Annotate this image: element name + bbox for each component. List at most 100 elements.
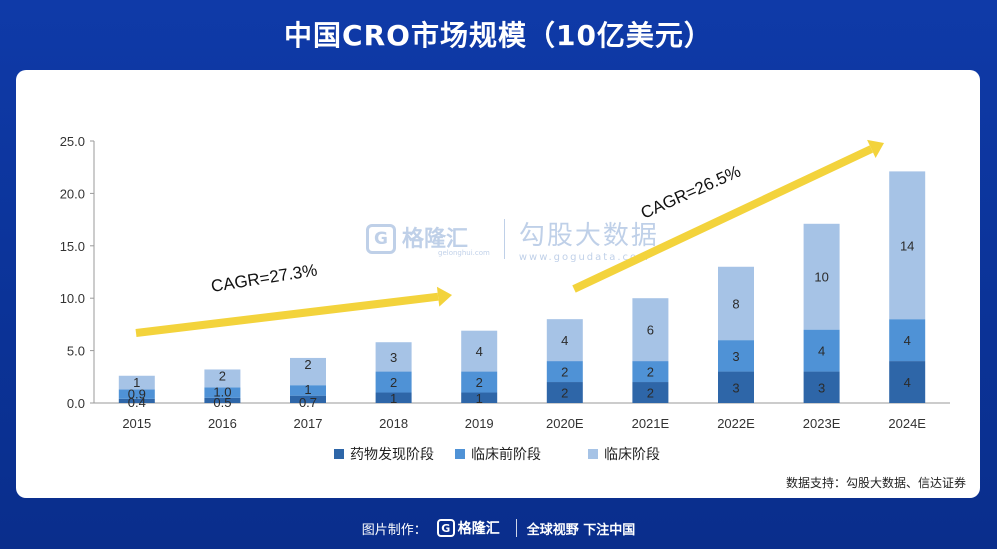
bar-segment: [375, 342, 412, 372]
cagr-arrow-head: [867, 139, 884, 159]
cagr-arrow-shaft: [135, 292, 439, 337]
data-label: 4: [904, 333, 911, 348]
legend-label: 临床前阶段: [471, 446, 541, 463]
data-label: 1: [476, 391, 483, 406]
data-label: 3: [390, 350, 397, 365]
data-label: 6: [647, 323, 654, 338]
bar-segment: [290, 395, 326, 403]
bar-segment: [290, 385, 326, 396]
bar-segment: [546, 361, 583, 383]
bar-segment: [718, 371, 754, 403]
bar-segment: [632, 298, 669, 362]
cro-market-chart: 0.05.010.015.020.025.00.40.9120150.51.02…: [60, 134, 950, 463]
bar-segment: [546, 382, 583, 403]
data-label: 3: [732, 349, 739, 364]
legend-label: 临床阶段: [604, 447, 660, 463]
data-label: 2: [219, 368, 226, 383]
bar-segment: [889, 319, 926, 362]
data-label: 4: [476, 344, 483, 359]
bar-segment: [375, 371, 412, 393]
y-tick-label: 15.0: [60, 239, 85, 254]
data-label: 3: [818, 380, 825, 395]
data-label: 2: [304, 357, 311, 372]
bar-segment: [803, 371, 840, 403]
footer-brand: 格隆汇: [457, 521, 500, 537]
bar-segment: [375, 392, 412, 403]
data-label: 2: [390, 375, 397, 390]
page-title: 中国CRO市场规模（10亿美元）: [284, 19, 713, 52]
bar-segment: [718, 340, 754, 372]
bar-segment: [204, 387, 241, 398]
watermark-divider: [503, 219, 505, 259]
bar-segment: [290, 357, 326, 386]
x-tick-label: 2018: [379, 416, 408, 431]
x-tick-label: 2020E: [546, 416, 584, 431]
watermark-brand: 格隆汇: [402, 227, 469, 252]
y-tick-label: 20.0: [60, 186, 85, 201]
footer-made-by: 图片制作：: [361, 522, 427, 538]
bar-segment: [632, 361, 669, 383]
data-label: 0.5: [213, 395, 231, 410]
legend-swatch: [588, 449, 598, 459]
bar-segment: [461, 371, 498, 393]
cagr-label: CAGR=27.3%: [210, 260, 319, 296]
cagr-arrow: [572, 139, 884, 293]
chart-panel: G 格隆汇 gelonghui.com 勾股大数据 www.gogudata.c…: [16, 70, 980, 498]
footer-slogan: 全球视野 下注中国: [526, 522, 636, 538]
data-label: 1.0: [213, 384, 231, 399]
cagr-arrow: [135, 286, 452, 337]
bar-segment: [461, 392, 498, 403]
legend-label: 药物发现阶段: [350, 447, 434, 463]
data-label: 2: [647, 386, 654, 401]
data-label: 4: [818, 344, 825, 359]
data-label: 2: [561, 386, 568, 401]
bar-segment: [118, 389, 155, 399]
x-tick-label: 2022E: [717, 416, 755, 431]
x-tick-label: 2016: [208, 416, 237, 431]
data-label: 0.7: [299, 395, 317, 410]
footer: 图片制作： G 格隆汇 全球视野 下注中国: [0, 515, 997, 541]
data-label: 2: [561, 365, 568, 380]
legend-swatch: [455, 449, 465, 459]
bar-segment: [803, 223, 840, 330]
legend-swatch: [334, 449, 344, 459]
data-label: 1: [133, 375, 140, 390]
data-label: 4: [904, 375, 911, 390]
data-label: 0.9: [128, 386, 146, 401]
bar-segment: [118, 398, 155, 403]
data-label: 10: [814, 270, 828, 285]
x-tick-label: 2023E: [803, 416, 841, 431]
bar-segment: [889, 361, 926, 403]
bar-segment: [632, 382, 669, 403]
y-tick-label: 0.0: [67, 396, 85, 411]
x-tick-label: 2017: [294, 416, 323, 431]
bar-segment: [889, 171, 926, 320]
data-label: 2: [647, 365, 654, 380]
footer-logo: G 格隆汇: [436, 518, 500, 538]
data-label: 1: [390, 391, 397, 406]
watermark-url: www.gogudata.com: [518, 252, 650, 263]
bar-segment: [546, 319, 583, 362]
bar-segment: [803, 329, 840, 372]
watermark-brand-url: gelonghui.com: [438, 249, 490, 257]
data-source: 数据支持：勾股大数据、信达证券: [785, 476, 966, 490]
data-label: 3: [732, 380, 739, 395]
y-tick-label: 10.0: [60, 291, 85, 306]
x-tick-label: 2021E: [632, 416, 670, 431]
y-tick-label: 25.0: [60, 134, 85, 149]
bar-segment: [118, 375, 155, 390]
cagr-arrow-head: [436, 286, 452, 307]
gelonghui-icon: G: [436, 519, 455, 537]
data-label: 8: [732, 296, 739, 311]
cagr-arrow-shaft: [572, 145, 874, 293]
y-tick-label: 5.0: [67, 344, 85, 359]
data-label: 1: [304, 382, 311, 397]
data-label: 0.4: [128, 395, 146, 410]
x-tick-label: 2019: [465, 416, 494, 431]
bar-segment: [204, 397, 241, 403]
bar-segment: [204, 369, 241, 388]
bar-segment: [461, 330, 498, 372]
data-label: 2: [476, 375, 483, 390]
data-label: 14: [900, 238, 914, 253]
watermark: G 格隆汇 gelonghui.com 勾股大数据 www.gogudata.c…: [366, 215, 659, 263]
